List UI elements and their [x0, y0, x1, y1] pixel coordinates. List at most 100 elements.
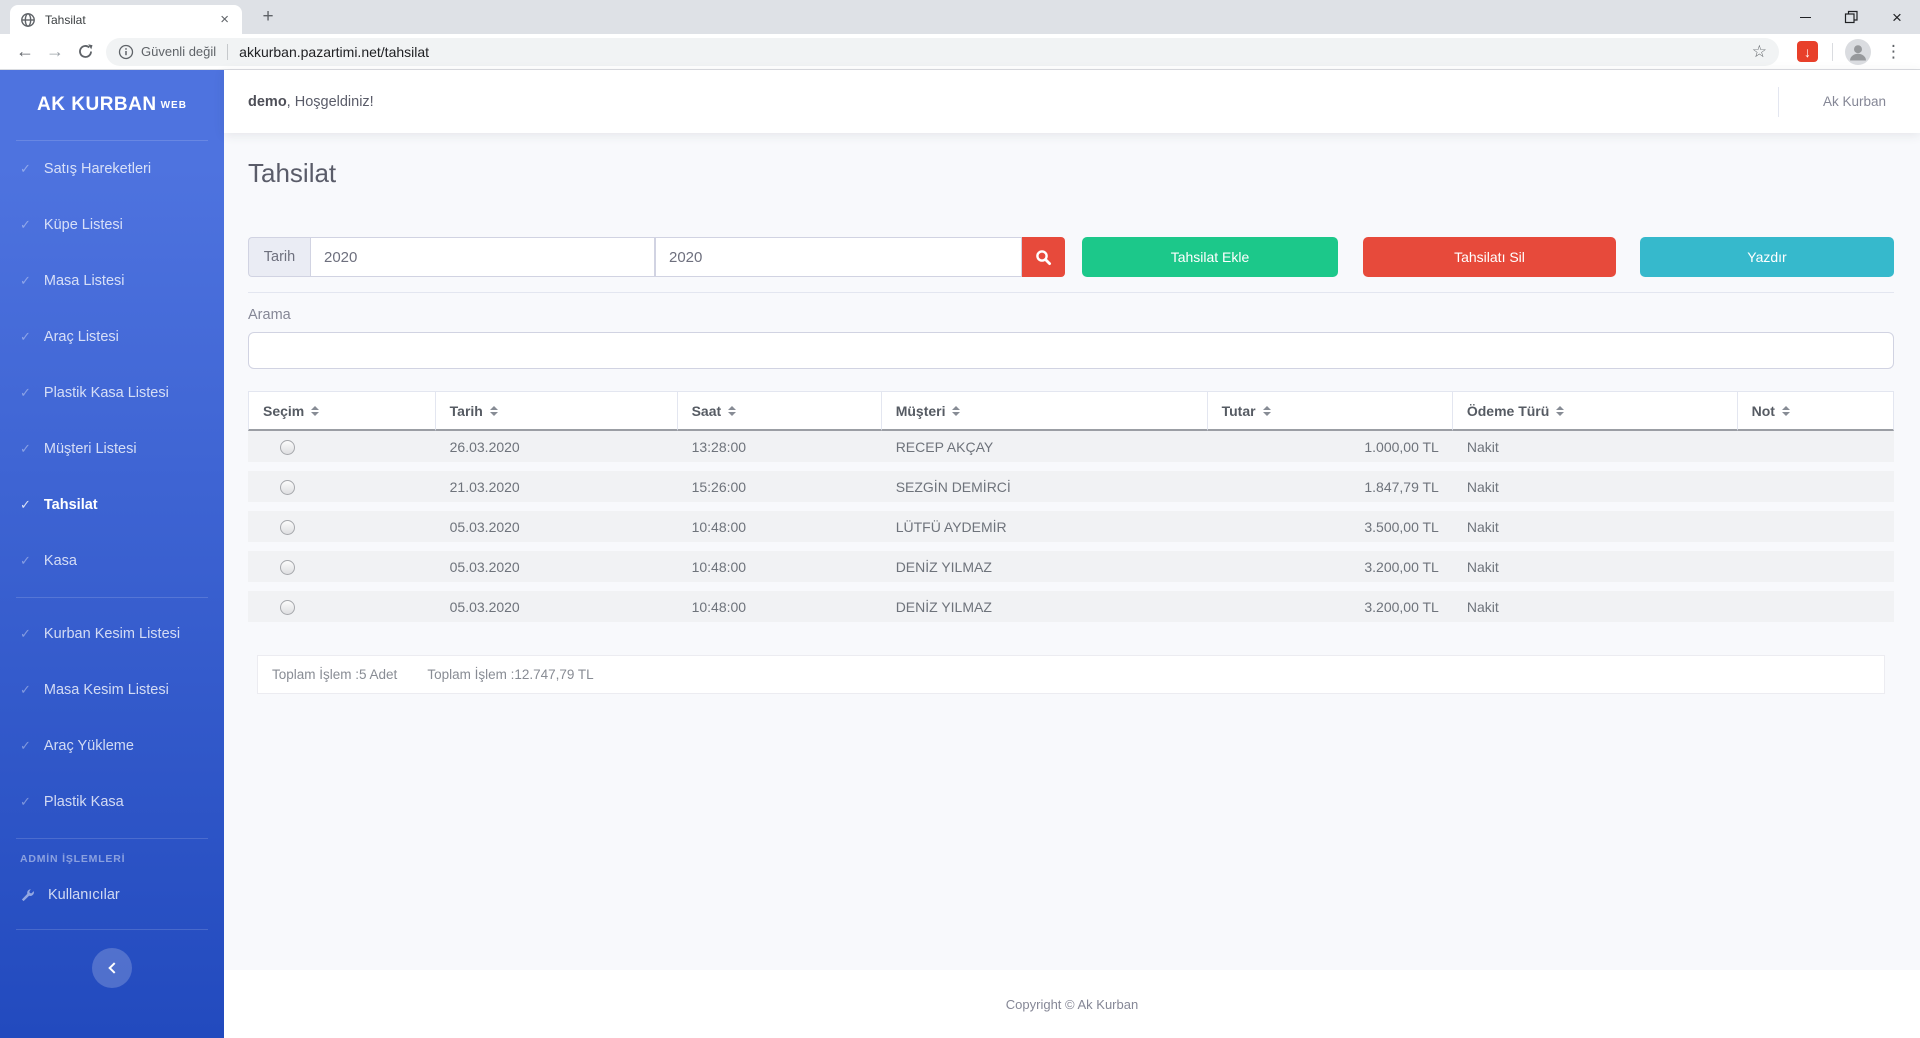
- sort-icon: [952, 405, 961, 416]
- sidebar-item-satış-hareketleri[interactable]: ✓ Satış Hareketleri: [20, 161, 152, 177]
- delete-collection-button[interactable]: Tahsilatı Sil: [1363, 237, 1616, 277]
- restore-icon: [1844, 10, 1858, 24]
- forward-button[interactable]: →: [46, 41, 64, 61]
- sidebar-item-kasa[interactable]: ✓ Kasa: [20, 553, 77, 569]
- back-button[interactable]: ←: [16, 41, 34, 61]
- cell-musteri: RECEP AKÇAY: [881, 431, 1208, 471]
- row-select-radio[interactable]: [280, 559, 295, 575]
- page-title: Tahsilat: [248, 158, 337, 188]
- column-header-tutar[interactable]: Tutar: [1207, 391, 1453, 431]
- sidebar-item-plastik-kasa-listesi[interactable]: ✓ Plastik Kasa Listesi: [20, 385, 169, 401]
- sidebar-item-kullanıcılar[interactable]: Kullanıcılar: [0, 867, 224, 923]
- row-select-radio[interactable]: [280, 599, 295, 615]
- cell-secim: [248, 431, 436, 471]
- reload-icon: [78, 44, 93, 58]
- cell-secim: [248, 591, 436, 631]
- sidebar-item-kurban-kesim-listesi[interactable]: ✓ Kurban Kesim Listesi: [20, 626, 181, 642]
- minimize-icon: [1799, 16, 1811, 18]
- reload-button[interactable]: [70, 37, 100, 67]
- add-collection-button[interactable]: Tahsilat Ekle: [1082, 237, 1338, 277]
- page-footer: Copyright © Ak Kurban: [224, 970, 1920, 1038]
- collections-table: Seçim Tarih Saat Müşteri Tutar Ödeme Türü Not …: [248, 391, 1894, 631]
- total-amount: Toplam İşlem :12.747,79 TL: [427, 667, 594, 682]
- sort-icon: [1262, 405, 1271, 416]
- profile-avatar[interactable]: [1845, 38, 1871, 65]
- cell-saat: 15:26:00: [677, 471, 882, 511]
- browser-menu-icon[interactable]: ⋮: [1885, 41, 1902, 61]
- info-icon[interactable]: [118, 44, 134, 60]
- cell-tutar: 3.500,00 TL: [1207, 511, 1453, 551]
- sidebar-divider: [16, 140, 208, 141]
- row-select-radio[interactable]: [280, 439, 295, 455]
- cell-not: [1737, 471, 1894, 511]
- date-to-input[interactable]: [655, 237, 1022, 277]
- row-select-radio[interactable]: [280, 479, 295, 495]
- cell-musteri: DENİZ YILMAZ: [881, 591, 1208, 631]
- date-from-input[interactable]: [310, 237, 655, 277]
- sidebar-item-müşteri-listesi[interactable]: ✓ Müşteri Listesi: [20, 441, 137, 457]
- sidebar-item-tahsilat[interactable]: ✓ Tahsilat: [20, 497, 98, 513]
- column-header-not[interactable]: Not: [1737, 391, 1894, 431]
- cell-odeme-turu: Nakit: [1452, 551, 1738, 591]
- row-select-radio[interactable]: [280, 519, 295, 535]
- sidebar-item-araç-listesi[interactable]: ✓ Araç Listesi: [20, 329, 119, 345]
- table-row[interactable]: 05.03.2020 10:48:00 DENİZ YILMAZ 3.200,00 T…: [248, 551, 1894, 591]
- content-divider: [248, 292, 1894, 293]
- sidebar-item-plastik-kasa[interactable]: ✓ Plastik Kasa: [20, 794, 124, 810]
- sidebar-nav-group-2: ✓ Kurban Kesim Listesi ✓ Masa Kesim Listesi…: [0, 606, 224, 830]
- globe-favicon-icon: [20, 12, 36, 28]
- url-text[interactable]: akkurban.pazartimi.net/tahsilat: [239, 43, 430, 60]
- cell-saat: 10:48:00: [677, 511, 882, 551]
- window-restore-button[interactable]: [1828, 0, 1874, 34]
- cell-musteri: LÜTFÜ AYDEMİR: [881, 511, 1208, 551]
- check-icon: ✓: [20, 553, 31, 568]
- table-row[interactable]: 05.03.2020 10:48:00 LÜTFÜ AYDEMİR 3.500,00 …: [248, 511, 1894, 551]
- brand-logo[interactable]: AK KURBAN WEB: [0, 70, 224, 140]
- sidebar-divider: [16, 838, 208, 839]
- check-icon: ✓: [20, 329, 31, 344]
- cell-odeme-turu: Nakit: [1452, 471, 1738, 511]
- sidebar-item-küpe-listesi[interactable]: ✓ Küpe Listesi: [20, 217, 123, 233]
- omnibox-divider: [227, 43, 229, 60]
- check-icon: ✓: [20, 682, 31, 697]
- column-header-ödeme-türü[interactable]: Ödeme Türü: [1452, 391, 1738, 431]
- browser-toolbar: ← → Güvenli değil akkurban.pazartimi.net…: [0, 34, 1920, 70]
- search-button[interactable]: [1022, 237, 1065, 277]
- check-icon: ✓: [20, 626, 31, 641]
- cell-odeme-turu: Nakit: [1452, 591, 1738, 631]
- column-header-müşteri[interactable]: Müşteri: [881, 391, 1208, 431]
- table-body: 26.03.2020 13:28:00 RECEP AKÇAY 1.000,00 TL…: [248, 431, 1894, 631]
- cell-tarih: 05.03.2020: [435, 511, 678, 551]
- sidebar-item-masa-listesi[interactable]: ✓ Masa Listesi: [20, 273, 125, 289]
- table-row[interactable]: 26.03.2020 13:28:00 RECEP AKÇAY 1.000,00 TL…: [248, 431, 1894, 471]
- column-header-tarih[interactable]: Tarih: [435, 391, 678, 431]
- new-tab-button[interactable]: +: [262, 6, 274, 27]
- cell-saat: 13:28:00: [677, 431, 882, 471]
- sidebar-collapse-button[interactable]: [92, 948, 132, 988]
- chevron-left-icon: [107, 962, 120, 974]
- cell-tarih: 21.03.2020: [435, 471, 678, 511]
- download-extension-icon[interactable]: ↓: [1797, 41, 1818, 62]
- table-row[interactable]: 21.03.2020 15:26:00 SEZGİN DEMİRCİ 1.847,79…: [248, 471, 1894, 511]
- bookmark-star-icon[interactable]: ☆: [1751, 41, 1767, 61]
- tab-close-icon[interactable]: ×: [220, 11, 229, 28]
- cell-tutar: 3.200,00 TL: [1207, 591, 1453, 631]
- cell-musteri: SEZGİN DEMİRCİ: [881, 471, 1208, 511]
- print-button[interactable]: Yazdır: [1640, 237, 1894, 277]
- username: demo: [248, 93, 287, 110]
- cell-tarih: 26.03.2020: [435, 431, 678, 471]
- sidebar-item-masa-kesim-listesi[interactable]: ✓ Masa Kesim Listesi: [20, 682, 169, 698]
- window-minimize-button[interactable]: [1782, 0, 1828, 34]
- table-search-input[interactable]: [248, 332, 1894, 369]
- window-close-button[interactable]: ×: [1892, 7, 1902, 27]
- sidebar-nav-group-1: ✓ Satış Hareketleri ✓ Küpe Listesi ✓ Masa Lis…: [0, 141, 224, 589]
- address-bar[interactable]: Güvenli değil akkurban.pazartimi.net/tah…: [106, 37, 1779, 66]
- sort-icon: [311, 405, 320, 416]
- sidebar-item-araç-yükleme[interactable]: ✓ Araç Yükleme: [20, 738, 134, 754]
- column-header-saat[interactable]: Saat: [677, 391, 882, 431]
- brand-text: AK KURBAN: [37, 94, 157, 115]
- table-row[interactable]: 05.03.2020 10:48:00 DENİZ YILMAZ 3.200,00 T…: [248, 591, 1894, 631]
- column-header-seçim[interactable]: Seçim: [248, 391, 436, 431]
- browser-tab[interactable]: Tahsilat ×: [10, 5, 242, 34]
- tab-title: Tahsilat: [45, 12, 86, 27]
